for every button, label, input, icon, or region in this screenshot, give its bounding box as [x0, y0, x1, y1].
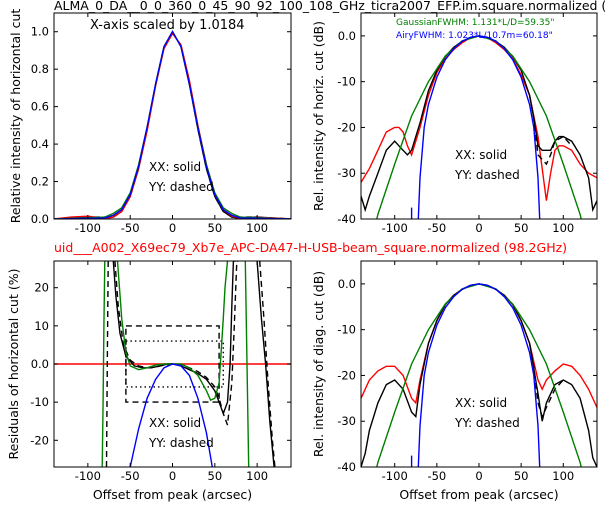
series-line-xx	[361, 35, 597, 213]
x-tick-label: -50	[121, 221, 140, 235]
y-tick-label: -10	[30, 395, 49, 409]
annotation-text: X-axis scaled by 1.0184	[90, 18, 245, 33]
x-tick-label: 100	[246, 221, 268, 235]
series-line-xx-dashed	[259, 261, 276, 467]
y-tick-label: -20	[30, 433, 49, 447]
y-tick-label: -30	[337, 414, 356, 428]
y-tick-label: 20	[34, 281, 49, 295]
x-tick-label: -50	[427, 469, 446, 483]
y-tick-label: -10	[337, 323, 356, 337]
y-tick-label: -10	[337, 75, 356, 89]
series-line-xx	[256, 261, 275, 467]
annotation-text: GaussianFWHM: 1.131*L/D=59.35"	[396, 18, 554, 28]
legend-text: YY: dashed	[454, 416, 520, 430]
y-tick-label: 1.0	[31, 25, 49, 39]
series-line-xx-dashed	[54, 30, 291, 219]
y-axis-label: Rel. intensity of horiz. cut (dB)	[311, 21, 326, 211]
y-tick-label: 0.2	[31, 175, 49, 189]
y-axis-label: Residuals of horizontal cut (%)	[6, 269, 21, 460]
y-tick-label: 0.0	[31, 212, 49, 226]
x-tick-label: -100	[382, 221, 408, 235]
series-line-airy	[417, 283, 541, 467]
mid-title: uid___A002_X69ec79_Xb7e_APC-DA47-H-USB-b…	[54, 240, 567, 255]
series-line-xx	[361, 283, 597, 467]
series-line-xx-dashed	[125, 325, 220, 403]
series-line-red	[54, 32, 291, 219]
x-tick-label: 0	[475, 221, 482, 235]
y-tick-label: 0.0	[338, 277, 356, 291]
axes-frame	[360, 260, 598, 468]
x-axis-label: Offset from peak (arcsec)	[93, 487, 252, 502]
series-line-xx	[112, 261, 236, 416]
plot-p4: -100 -50 0 50 100 0.0 -10 -20 -30 -40 Rel. intensi…	[311, 260, 598, 502]
y-tick-label: 0.4	[31, 137, 49, 151]
x-tick-label: 50	[514, 469, 529, 483]
y-axis-label: Rel. intensity of diag. cut (dB)	[311, 271, 326, 457]
y-tick-label: 0.8	[31, 62, 49, 76]
legend-text: XX: solid	[149, 160, 201, 174]
x-tick-label: 100	[552, 221, 574, 235]
x-axis-label: Offset from peak (arcsec)	[399, 487, 558, 502]
series-line-xx-dashed	[114, 261, 239, 426]
x-tick-label: 0	[169, 469, 176, 483]
plot-p1: -100 -50 0 50 100 0.0 0.2 0.4 0.6 0.8 1.0 Relative …	[8, 9, 292, 235]
legend-text: XX: solid	[455, 148, 507, 162]
plot-p3: -100 -50 0 50 100 20 10 0.0 -10 -20 Residuals of h…	[6, 260, 292, 502]
y-tick-label: -20	[337, 120, 356, 134]
top-title: ALMA_0_DA__0_0_360_0_45_90_92_100_108_GH…	[54, 0, 606, 13]
series-group	[361, 283, 597, 467]
series-line-airy	[417, 35, 541, 219]
y-tick-label: -40	[337, 212, 356, 226]
y-tick-label: 0.6	[31, 100, 49, 114]
legend-text: YY: dashed	[454, 168, 520, 182]
x-tick-label: -100	[75, 221, 101, 235]
x-tick-label: -100	[382, 469, 408, 483]
y-tick-label: 0.0	[31, 357, 49, 371]
series-line-gauss	[116, 261, 229, 402]
y-tick-label: -40	[337, 460, 356, 474]
series-line-xx-dashed	[105, 261, 109, 467]
legend-text: YY: dashed	[148, 436, 214, 450]
series-line-airy	[54, 30, 291, 219]
x-tick-label: 50	[208, 221, 223, 235]
x-tick-label: 100	[552, 469, 574, 483]
x-tick-label: -50	[427, 221, 446, 235]
y-tick-label: -30	[337, 166, 356, 180]
y-tick-label: 0.0	[338, 29, 356, 43]
plot-p2: -100 -50 0 50 100 0.0 -10 -20 -30 -40 Rel. intensi…	[311, 12, 598, 235]
y-axis-label: Relative intensity of horizontal cut	[8, 9, 23, 224]
series-line-gauss	[101, 261, 106, 467]
x-tick-label: 50	[208, 469, 223, 483]
legend-text: XX: solid	[149, 416, 201, 430]
series-line-gauss	[244, 261, 250, 467]
series-line-xx-dashed	[528, 95, 573, 166]
legend-text: XX: solid	[455, 396, 507, 410]
x-tick-label: 100	[246, 469, 268, 483]
x-tick-label: 0	[169, 221, 176, 235]
series-group	[54, 30, 291, 219]
series-group	[54, 261, 291, 467]
x-tick-label: -100	[75, 469, 101, 483]
x-tick-label: 50	[514, 221, 529, 235]
series-line-airy	[129, 363, 213, 467]
y-tick-label: 10	[34, 319, 49, 333]
axes-frame	[360, 12, 598, 220]
legend-text: YY: dashed	[148, 180, 214, 194]
x-tick-label: 0	[475, 469, 482, 483]
y-tick-label: -20	[337, 368, 356, 382]
series-line-red	[361, 283, 597, 408]
annotation-text: AiryFWHM: 1.023*L/10.7m=60.18"	[396, 31, 553, 41]
x-tick-label: -50	[121, 469, 140, 483]
series-group	[361, 35, 597, 219]
